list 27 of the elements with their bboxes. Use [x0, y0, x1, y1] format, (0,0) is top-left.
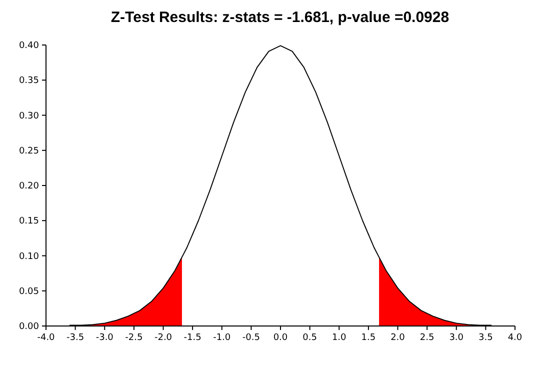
y-tick-label: 0.20: [18, 182, 40, 192]
x-tick-label: 1.5: [361, 333, 376, 343]
y-tick-label: 0.30: [18, 111, 40, 122]
x-tick-label: -2.5: [125, 333, 143, 343]
chart-title: Z-Test Results: z-stats = -1.681, p-value =0.0928: [110, 9, 450, 26]
x-tick-label: 0.5: [302, 333, 317, 343]
x-tick-label: -3.0: [96, 333, 114, 343]
x-tick-label: 4.0: [508, 333, 522, 343]
x-tick-label: 3.0: [449, 333, 464, 343]
x-tick-label: -4.0: [37, 333, 56, 343]
x-tick-label: -1.0: [213, 333, 231, 343]
x-tick-label: 2.5: [420, 333, 434, 343]
x-tick-label: 0.0: [273, 333, 288, 343]
x-tick-label: -0.5: [242, 333, 260, 343]
y-tick-label: 0.15: [18, 216, 39, 227]
x-tick-label: 2.0: [390, 333, 406, 343]
y-tick-label: 0.35: [18, 76, 39, 86]
x-tick-label: -2.0: [154, 333, 172, 343]
x-tick-label: -1.5: [184, 333, 202, 343]
y-tick-label: 0.05: [18, 286, 39, 297]
y-tick-label: 0.00: [18, 322, 40, 332]
y-tick-label: 0.10: [18, 252, 40, 262]
y-tick-label: 0.25: [18, 146, 39, 156]
y-tick-label: 0.40: [18, 41, 40, 51]
x-tick-label: -3.5: [66, 333, 84, 343]
x-tick-label: 3.5: [478, 333, 493, 343]
x-tick-label: 1.0: [332, 333, 347, 343]
